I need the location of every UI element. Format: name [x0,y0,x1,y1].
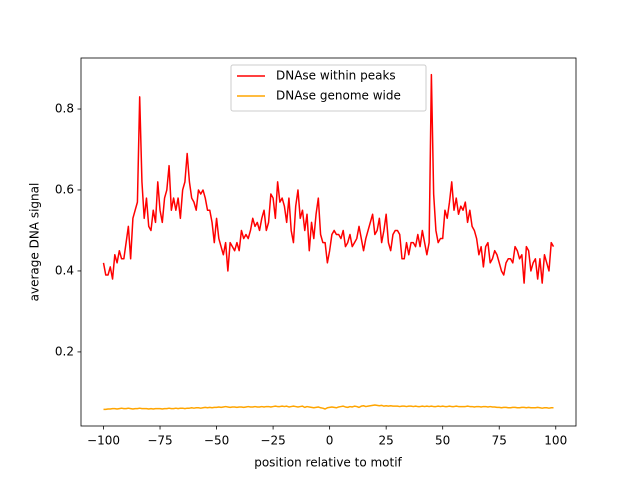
y-tick-label: 0.4 [55,263,74,277]
x-tick-label: 25 [379,434,394,448]
x-tick-label: −100 [87,434,120,448]
x-tick-label: 0 [326,434,334,448]
x-axis-label: position relative to motif [254,456,402,470]
y-tick-label: 0.6 [55,182,74,196]
y-axis-label: average DNA signal [28,183,42,302]
x-tick-label: 100 [544,434,567,448]
legend-label: DNAse within peaks [276,69,396,83]
data-line [103,404,554,411]
x-tick-label: 50 [435,434,450,448]
y-tick-label: 0.8 [55,102,74,116]
y-tick-label: 0.2 [55,344,74,358]
x-tick-label: −50 [204,434,229,448]
x-tick-label: −25 [260,434,285,448]
legend-label: DNAse genome wide [276,89,401,103]
axes-frame [80,57,577,427]
x-tick-label: −75 [147,434,172,448]
x-tick-label: 75 [492,434,507,448]
legend-box [230,64,427,112]
data-line [102,73,555,284]
